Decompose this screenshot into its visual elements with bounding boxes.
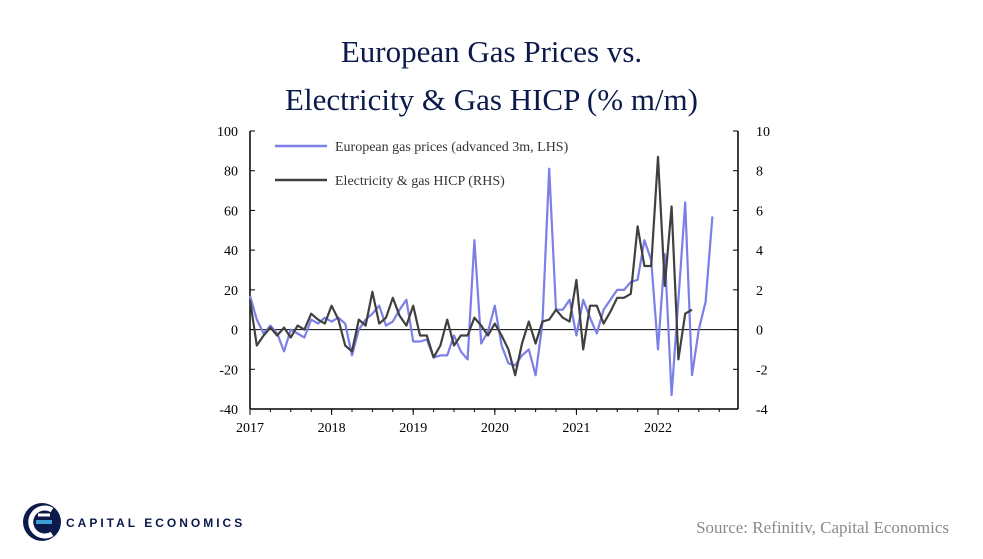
x-tick-label: 2022 — [644, 421, 672, 436]
y-right-tick-label: -2 — [756, 363, 768, 378]
y-right-tick-label: 0 — [756, 324, 763, 339]
series-line-hicp — [248, 155, 693, 377]
y-left-tick-label: 0 — [231, 324, 238, 339]
y-right-tick-label: 8 — [756, 165, 763, 180]
y-right-tick-label: 4 — [756, 244, 763, 259]
chart-title-line2: Electricity & Gas HICP (% m/m) — [285, 82, 698, 117]
y-left-tick-label: -20 — [219, 363, 238, 378]
x-tick-label: 2019 — [399, 421, 427, 436]
x-tick-label: 2017 — [236, 421, 264, 436]
y-left-tick-label: 40 — [224, 244, 238, 259]
source-note: Source: Refinitiv, Capital Economics — [696, 518, 949, 537]
y-right-tick-label: 6 — [756, 204, 763, 219]
x-tick-label: 2020 — [481, 421, 509, 436]
legend-label-hicp: Electricity & gas HICP (RHS) — [335, 174, 505, 189]
capital-economics-logo-icon — [23, 503, 61, 541]
x-tick-label: 2018 — [318, 421, 346, 436]
y-right-tick-label: 10 — [756, 125, 770, 140]
y-left-tick-label: 20 — [224, 284, 238, 299]
y-left-tick-label: -40 — [219, 403, 238, 418]
y-right-tick-label: 2 — [756, 284, 763, 299]
y-left-tick-label: 80 — [224, 165, 238, 180]
y-left-tick-label: 60 — [224, 204, 238, 219]
brand-name: CAPITAL ECONOMICS — [66, 516, 246, 530]
series-line-gas-prices — [248, 167, 714, 397]
x-tick-label: 2021 — [562, 421, 590, 436]
y-left-tick-label: 100 — [217, 125, 238, 140]
y-right-tick-label: -4 — [756, 403, 768, 418]
legend-label-gas-prices: European gas prices (advanced 3m, LHS) — [335, 140, 569, 155]
chart-title-line1: European Gas Prices vs. — [340, 34, 643, 69]
